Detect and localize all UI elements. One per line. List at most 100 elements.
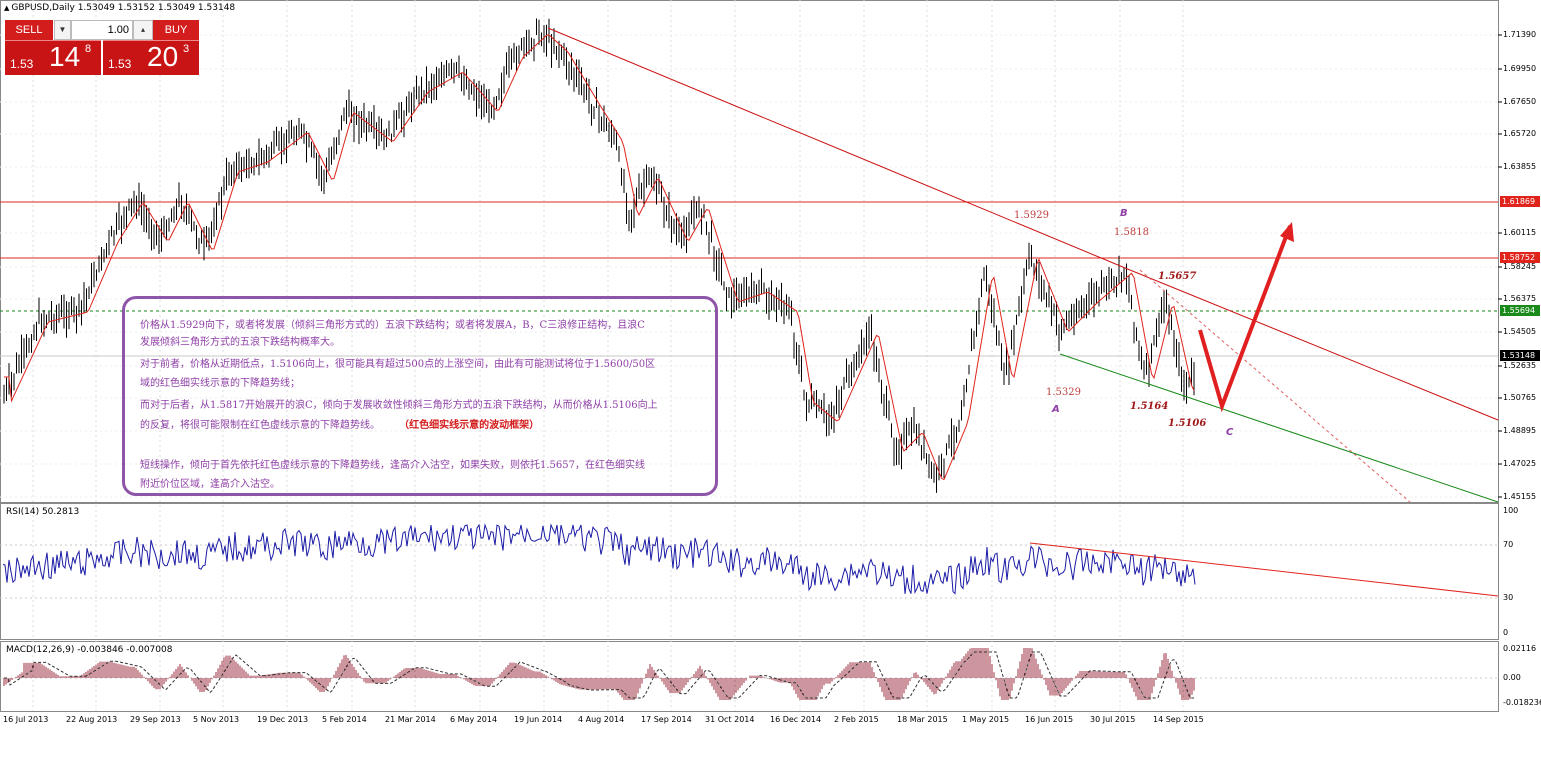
annotation-line-6-text: 的反复，将很可能限制在红色虚线示意的下降趋势线。 xyxy=(140,420,380,431)
time-axis-label: 19 Dec 2013 xyxy=(257,715,309,724)
annotation-line-3: 对于前者，价格从近期低点，1.5106向上，很可能具有超过500点的上涨空间，由… xyxy=(140,359,656,370)
rsi-axis-label: 0 xyxy=(1503,628,1509,637)
price-axis-ticks xyxy=(1498,34,1502,498)
annotation-line-4: 域的红色细实线示意的下降趋势线； xyxy=(140,378,300,389)
projection-arrow-head xyxy=(1280,222,1294,242)
macd-axis-label: 0.00 xyxy=(1503,673,1521,682)
annotation-line-8: 附近价位区域，逢高介入沽空。 xyxy=(140,479,280,490)
label-1-5164: 1.5164 xyxy=(1130,401,1169,412)
price-axis-label: 1.50765 xyxy=(1503,393,1537,402)
buy-price-pips: 20 xyxy=(147,41,179,72)
rsi-line xyxy=(2,523,1196,595)
price-axis-label: 1.58245 xyxy=(1503,262,1537,271)
macd-label: MACD(12,26,9) -0.003846 -0.007008 xyxy=(6,645,173,655)
label-1-5818: 1.5818 xyxy=(1114,227,1149,238)
price-axis-label: 1.60115 xyxy=(1503,228,1537,237)
time-axis-label: 1 May 2015 xyxy=(962,715,1010,724)
time-axis-label: 5 Nov 2013 xyxy=(193,715,240,724)
lower-channel-line xyxy=(1059,353,1499,503)
buy-button[interactable]: BUY xyxy=(153,20,199,40)
annotation-line-6: 的反复，将很可能限制在红色虚线示意的下降趋势线。 （红色细实线示意的波动框架） xyxy=(140,419,539,432)
downtrend-line-extension xyxy=(1129,269,1499,421)
price-axis-label: 1.52635 xyxy=(1503,361,1537,370)
time-axis-label: 31 Oct 2014 xyxy=(705,715,755,724)
wave-c-label: C xyxy=(1226,427,1234,438)
buy-price-fraction: 3 xyxy=(183,43,190,55)
downtrend-line-dashed xyxy=(1139,269,1411,503)
time-axis-label: 2 Feb 2015 xyxy=(834,715,879,724)
time-axis-label: 19 Jun 2014 xyxy=(514,715,563,724)
annotation-line-1: 价格从1.5929向下，或者将发展（倾斜三角形方式的）五浪下跌结构；或者将发展A… xyxy=(140,320,645,331)
annotation-line-5: 而对于后者，从1.5817开始展开的浪C，倾向于发展收敛性倾斜三角形方式的五浪下… xyxy=(140,400,658,411)
buy-price-prefix: 1.53 xyxy=(108,57,132,71)
time-axis-label: 5 Feb 2014 xyxy=(322,715,367,724)
buy-price-button[interactable]: 1.53 20 3 xyxy=(103,40,199,75)
sell-price-fraction: 8 xyxy=(85,43,92,55)
price-axis-label: 1.65720 xyxy=(1503,129,1537,138)
price-axis-label: 1.47025 xyxy=(1503,459,1537,468)
sell-button[interactable]: SELL xyxy=(5,20,53,40)
projection-arrow xyxy=(1198,225,1292,413)
annotation-line-2: 发展倾斜三角形方式的五浪下跌结构概率大。 xyxy=(140,337,340,348)
macd-axis-label: -0.018236 xyxy=(1503,698,1541,707)
price-axis-label: 1.45155 xyxy=(1503,492,1537,501)
price-tag-lower: 1.55694 xyxy=(1500,305,1540,316)
rsi-label: RSI(14) 50.2813 xyxy=(6,507,80,517)
lot-size-input[interactable]: 1.00 xyxy=(71,20,133,40)
sell-price-pips: 14 xyxy=(49,41,81,72)
rsi-axis-label: 30 xyxy=(1503,593,1514,602)
triangle-icon: ▲ xyxy=(4,4,10,12)
price-axis-label: 1.56375 xyxy=(1503,294,1537,303)
macd-signal-line xyxy=(4,651,1194,699)
price-axis-label: 1.67650 xyxy=(1503,97,1537,106)
wave-a-label: A xyxy=(1052,404,1060,415)
rsi-trend-line xyxy=(1029,542,1499,597)
price-axis-label: 1.54505 xyxy=(1503,327,1537,336)
moving-average-line xyxy=(4,34,1195,481)
analysis-annotation-box: 价格从1.5929向下，或者将发展（倾斜三角形方式的）五浪下跌结构；或者将发展A… xyxy=(122,296,718,496)
time-axis-label: 16 Jul 2013 xyxy=(3,715,49,724)
rsi-panel-frame xyxy=(0,503,1499,640)
macd-axis-label: 0.02116 xyxy=(1503,644,1537,653)
label-1-5657: 1.5657 xyxy=(1158,271,1197,282)
price-axis-label: 1.63855 xyxy=(1503,162,1537,171)
time-axis-label: 30 Jul 2015 xyxy=(1090,715,1136,724)
macd-histogram xyxy=(3,648,1195,700)
symbol-title-text: GBPUSD,Daily 1.53049 1.53152 1.53049 1.5… xyxy=(11,3,236,13)
time-axis-label: 16 Jun 2015 xyxy=(1025,715,1074,724)
sell-price-button[interactable]: 1.53 14 8 xyxy=(5,40,101,75)
label-1-5329: 1.5329 xyxy=(1046,387,1081,398)
annotation-line-6-highlight: （红色细实线示意的波动框架） xyxy=(399,420,540,431)
price-tag-middle: 1.58752 xyxy=(1500,252,1540,263)
time-axis-label: 4 Aug 2014 xyxy=(578,715,625,724)
symbol-title: ▲ GBPUSD,Daily 1.53049 1.53152 1.53049 1.… xyxy=(4,3,235,13)
rsi-axis-label: 70 xyxy=(1503,540,1514,549)
price-axis-label: 1.48895 xyxy=(1503,426,1537,435)
lot-down-arrow-icon[interactable]: ▼ xyxy=(54,20,71,40)
time-axis-label: 16 Dec 2014 xyxy=(770,715,822,724)
macd-panel-frame xyxy=(0,641,1499,712)
time-axis-label: 22 Aug 2013 xyxy=(66,715,118,724)
one-click-trading-panel: SELL ▼ 1.00 ▴ BUY 1.53 14 8 1.53 20 3 xyxy=(5,20,199,75)
time-axis-label: 29 Sep 2013 xyxy=(130,715,181,724)
time-axis-label: 17 Sep 2014 xyxy=(641,715,692,724)
current-price-tag: 1.53148 xyxy=(1500,350,1540,361)
wave-b-label: B xyxy=(1120,208,1128,219)
annotation-line-7: 短线操作，倾向于首先依托红色虚线示意的下降趋势线，逢高介入沽空，如果失败，则依托… xyxy=(140,460,645,471)
label-1-5106: 1.5106 xyxy=(1168,418,1207,429)
main-chart-frame xyxy=(0,0,1499,503)
downtrend-line-main xyxy=(547,27,1131,271)
time-axis-label: 6 May 2014 xyxy=(450,715,498,724)
price-axis-label: 1.71390 xyxy=(1503,30,1537,39)
price-bars xyxy=(3,18,1195,493)
price-tag-upper: 1.61869 xyxy=(1500,196,1540,207)
time-axis-label: 21 Mar 2014 xyxy=(385,715,436,724)
rsi-axis-label: 100 xyxy=(1503,506,1519,515)
price-axis-label: 1.69950 xyxy=(1503,64,1537,73)
lot-spinner-icon[interactable]: ▴ xyxy=(133,20,153,40)
time-axis-label: 18 Mar 2015 xyxy=(897,715,948,724)
sell-price-prefix: 1.53 xyxy=(10,57,34,71)
time-axis-label: 14 Sep 2015 xyxy=(1153,715,1204,724)
label-1-5929: 1.5929 xyxy=(1014,210,1049,221)
